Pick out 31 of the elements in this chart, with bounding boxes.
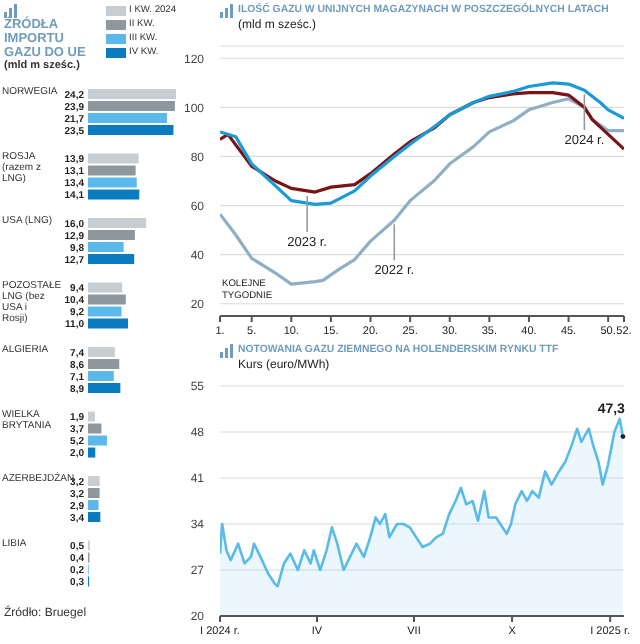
bar [88, 165, 136, 176]
bar [88, 318, 128, 329]
bar [88, 447, 96, 458]
bar [88, 218, 147, 229]
bar [88, 101, 175, 112]
bar [88, 294, 126, 305]
bar [88, 230, 135, 241]
bar [88, 500, 99, 511]
bar [88, 153, 139, 164]
bar [88, 411, 95, 422]
line-series [220, 91, 624, 194]
bar [88, 476, 100, 487]
bar [88, 435, 107, 446]
bar [88, 242, 124, 253]
bar [88, 113, 167, 124]
bar [88, 177, 137, 188]
bar [88, 306, 122, 317]
bar [88, 254, 135, 265]
bar [88, 423, 102, 434]
bar [88, 359, 120, 370]
bar [88, 347, 115, 358]
bar [88, 512, 101, 523]
bar [88, 282, 123, 293]
line-series [220, 81, 624, 206]
bar [88, 125, 174, 136]
bar [88, 371, 114, 382]
line-series [220, 97, 624, 286]
bar [88, 488, 100, 499]
bar [88, 89, 176, 100]
bar [88, 189, 140, 200]
bar [88, 383, 121, 394]
